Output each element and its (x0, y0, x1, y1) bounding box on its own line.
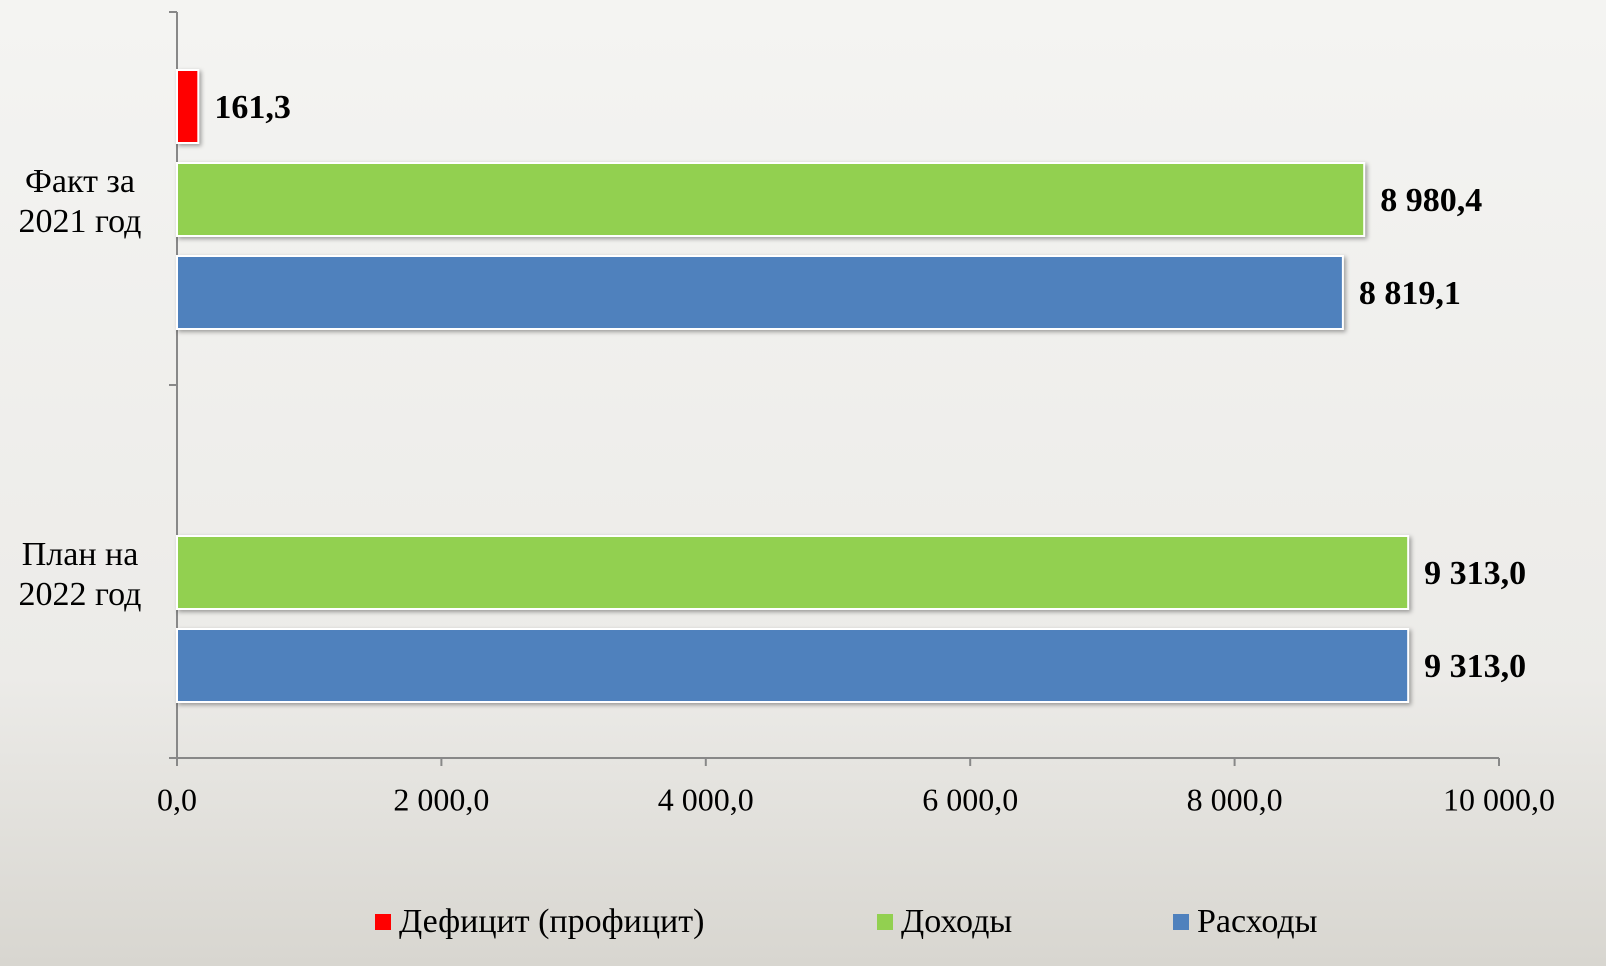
x-tick-label: 6 000,0 (922, 781, 1018, 817)
x-tick-label: 0,0 (157, 781, 197, 817)
x-tick-label: 2 000,0 (393, 781, 489, 817)
legend-label: Расходы (1197, 903, 1318, 940)
value-label: 8 819,1 (1359, 275, 1461, 312)
legend-label: Дефицит (профицит) (399, 903, 704, 940)
value-label: 8 980,4 (1380, 182, 1482, 219)
x-tick-label: 10 000,0 (1443, 781, 1555, 817)
bar (176, 535, 1410, 610)
bar (176, 628, 1410, 703)
legend-swatch (877, 914, 893, 930)
legend-swatch (1173, 914, 1189, 930)
value-label: 9 313,0 (1424, 555, 1526, 592)
x-tick-label: 4 000,0 (658, 781, 754, 817)
value-label: 9 313,0 (1424, 648, 1526, 685)
category-label: Факт за 2021 год (18, 163, 142, 240)
bar (176, 69, 200, 144)
value-label: 161,3 (214, 89, 291, 126)
bar (176, 255, 1344, 330)
legend-label: Доходы (901, 903, 1012, 940)
bar (176, 162, 1366, 237)
category-label: План на 2022 год (18, 536, 142, 613)
legend-swatch (375, 914, 391, 930)
x-tick-label: 8 000,0 (1187, 781, 1283, 817)
